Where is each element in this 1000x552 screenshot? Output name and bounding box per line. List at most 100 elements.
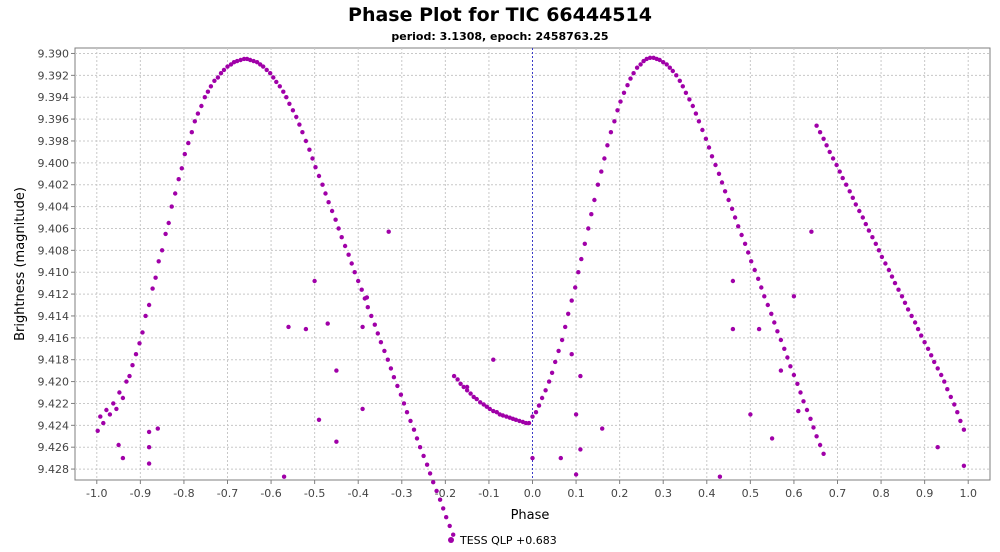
data-point [248,57,253,63]
data-point [464,388,470,393]
data-point [579,256,584,262]
data-point [729,206,735,211]
data-point [120,395,126,401]
data-point [706,145,712,150]
y-tick-label: 9.428 [38,463,70,476]
data-point [804,407,810,413]
data-point [958,418,963,424]
data-point [791,372,797,378]
x-axis-ticks: -1.0 -0.9 -0.8 -0.7 -0.6 -0.5 -0.4 -0.3 -0.2 -0.1… [86,480,977,500]
y-tick-label: 9.424 [38,419,70,432]
data-point [359,287,364,292]
data-point [297,122,302,127]
data-point [615,108,620,113]
data-point [369,313,374,319]
data-point [352,270,357,275]
data-point [316,173,322,179]
data-point [491,408,496,414]
data-point [791,294,797,299]
data-point [310,156,315,161]
data-point [143,313,148,319]
data-point [713,162,718,168]
data-point [533,410,539,415]
data-point [824,143,829,148]
y-tick-label: 9.422 [38,397,70,410]
data-point [441,506,446,511]
y-tick-label: 9.402 [38,179,70,192]
data-point [182,151,187,157]
data-point [664,62,669,67]
data-point [261,64,266,69]
data-point [863,221,868,227]
data-point [218,71,224,76]
data-point [431,480,436,485]
data-point [526,420,532,426]
data-point [788,364,793,369]
data-point [401,401,407,406]
data-point [618,99,623,104]
data-point [680,84,685,89]
data-point [461,384,466,390]
data-point [176,177,181,182]
data-point [427,471,433,476]
data-point [563,324,568,330]
data-point [414,436,420,441]
y-tick-label: 9.414 [38,310,70,323]
y-tick-label: 9.392 [38,69,70,82]
data-point [690,103,695,109]
data-point [281,474,287,479]
y-axis-label: Brightness (magnitude) [13,187,28,341]
data-point [817,442,823,448]
data-point [809,229,814,234]
y-tick-label: 9.416 [38,332,70,345]
data-point [578,373,583,379]
data-point [703,136,709,141]
data-point [589,212,594,217]
data-point [870,235,875,240]
data-point [274,79,279,85]
data-point [312,278,317,284]
data-point [621,90,627,96]
x-tick-label: 0.6 [785,487,803,500]
data-point [749,259,754,264]
y-tick-label: 9.418 [38,354,70,367]
data-point [830,156,836,161]
data-point [290,108,296,113]
y-tick-label: 9.412 [38,288,70,301]
data-point [120,455,126,461]
x-tick-label: 0.2 [611,487,629,500]
data-point [307,147,312,152]
data-point [474,396,479,402]
data-point [667,65,672,70]
data-point [801,399,806,404]
y-tick-label: 9.400 [38,157,70,170]
data-point [573,412,579,417]
data-point [948,394,953,400]
data-point [625,83,630,88]
data-point [569,298,574,303]
data-point [556,348,561,354]
data-point [342,243,348,249]
data-point [857,208,862,214]
data-point [500,413,506,418]
data-point [899,294,905,299]
data-point [837,169,842,174]
data-point [386,229,391,234]
data-point [543,388,548,393]
data-point [726,197,731,203]
data-point [922,340,927,345]
data-point [530,414,535,419]
data-points [95,55,967,537]
data-point [860,215,865,220]
data-point [421,453,426,459]
data-point [391,375,397,380]
data-point [339,235,344,240]
data-point [840,175,845,181]
data-point [808,416,813,421]
data-point [892,280,898,286]
data-point [146,302,152,308]
data-point [478,400,483,405]
x-tick-label: -0.5 [304,487,325,500]
data-point [844,182,849,187]
data-point [325,321,330,326]
